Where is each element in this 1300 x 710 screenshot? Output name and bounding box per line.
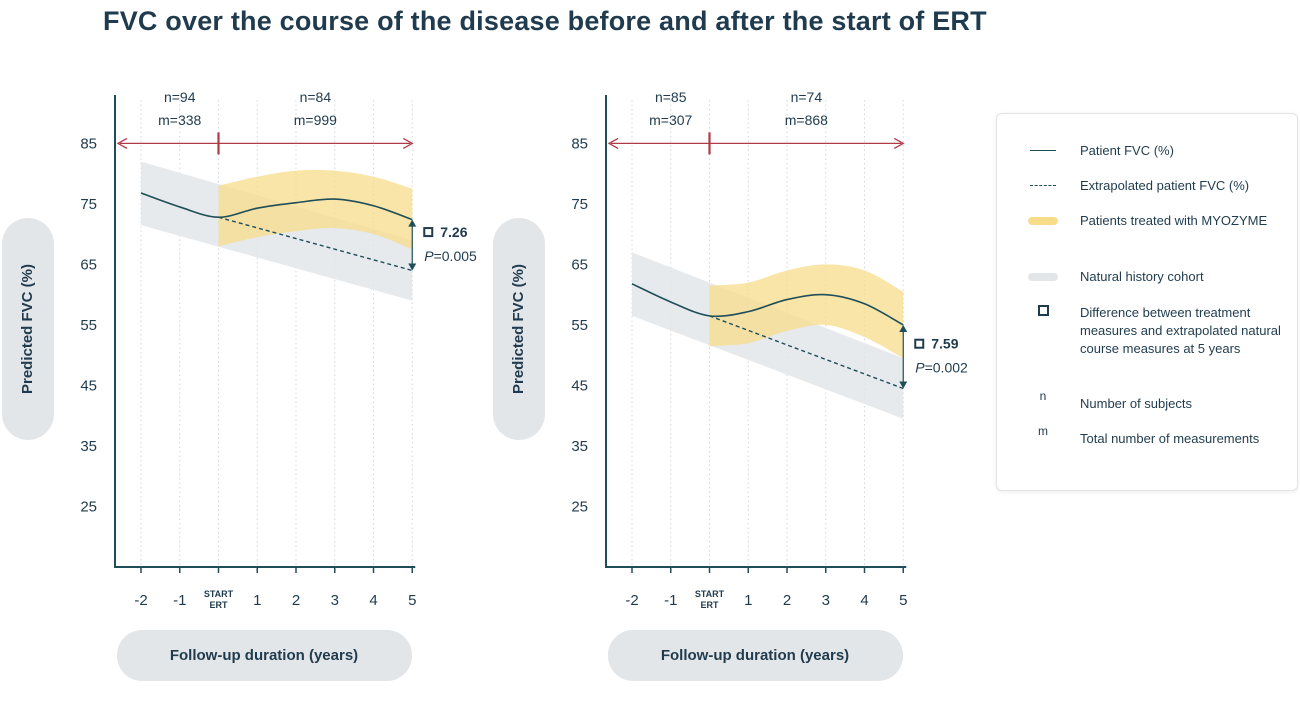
y-tick-label: 25 — [571, 498, 588, 515]
period-m-label: m=338 — [158, 112, 201, 128]
legend-label: Number of subjects — [1080, 396, 1192, 411]
gray-band-icon — [1028, 273, 1058, 281]
legend: Patient FVC (%) Extrapolated patient FVC… — [996, 113, 1298, 491]
x-tick-label: -1 — [173, 592, 186, 609]
square-icon — [1037, 305, 1049, 316]
x-tick-label: 5 — [899, 592, 907, 609]
x-tick-label: 2 — [292, 592, 300, 609]
y-tick-label: 65 — [80, 256, 97, 273]
x-tick-label: -2 — [134, 592, 147, 609]
x-tick-label: 4 — [369, 592, 377, 609]
difference-arrow-head — [899, 324, 908, 332]
difference-value: 7.59 — [931, 336, 958, 352]
y-tick-label: 85 — [571, 135, 588, 152]
patient-fvc-line — [140, 192, 413, 221]
p-value: P=0.002 — [915, 360, 968, 376]
x-tick-label: ERT — [701, 600, 720, 610]
legend-label: Extrapolated patient FVC (%) — [1080, 178, 1250, 193]
period-n-label: n=85 — [655, 89, 687, 105]
y-tick-label: 45 — [80, 377, 97, 394]
arrow-head-right — [402, 137, 414, 149]
p-label: P — [424, 248, 434, 264]
m-symbol: m — [1038, 424, 1048, 438]
dashed-line-icon — [1030, 185, 1056, 186]
period-n-label: n=74 — [791, 89, 823, 105]
y-tick-label: 65 — [571, 256, 588, 273]
y-axis-label-pill — [493, 218, 545, 440]
p-value: P=0.005 — [424, 248, 477, 264]
x-tick-label: 1 — [744, 592, 752, 609]
x-axis-label-pill — [117, 630, 412, 681]
x-tick-label: -2 — [625, 592, 638, 609]
y-tick-label: 85 — [80, 135, 97, 152]
legend-label: Patients treated with MYOZYME — [1080, 213, 1268, 228]
period-n-label: n=84 — [300, 89, 332, 105]
arrow-head-left — [116, 137, 128, 149]
x-tick-label: 2 — [783, 592, 791, 609]
x-tick-label: 5 — [408, 592, 416, 609]
legend-label: Natural history cohort — [1080, 269, 1204, 284]
patient-fvc-line — [631, 283, 904, 326]
x-tick-label: 3 — [331, 592, 339, 609]
page-title: FVC over the course of the disease befor… — [103, 6, 987, 36]
x-tick-label: 1 — [253, 592, 261, 609]
y-tick-label: 75 — [80, 196, 97, 213]
treated-band — [218, 169, 413, 250]
difference-square-icon — [914, 338, 925, 349]
legend-label: Total number of measurements — [1080, 431, 1260, 446]
p-label: P — [915, 360, 925, 376]
y-axis-label: Predicted FVC (%) — [510, 264, 527, 394]
y-axis-label: Predicted FVC (%) — [19, 264, 36, 394]
y-tick-label: 45 — [571, 377, 588, 394]
difference-arrow-head — [408, 219, 417, 227]
y-tick-label: 35 — [571, 438, 588, 455]
difference-arrow-head — [408, 263, 417, 271]
x-tick-label: START — [204, 589, 234, 599]
difference-value: 7.26 — [440, 224, 467, 240]
p-number: =0.005 — [434, 248, 477, 264]
yellow-band-icon — [1028, 217, 1058, 225]
x-axis-label: Follow-up duration (years) — [661, 647, 849, 664]
x-axis-label-pill — [608, 630, 903, 681]
arrow-head-left — [607, 137, 619, 149]
y-axis-label-pill — [2, 218, 54, 440]
period-m-label: m=999 — [294, 112, 337, 128]
treated-band — [709, 264, 904, 359]
difference-square-icon — [423, 227, 434, 238]
y-tick-label: 55 — [80, 317, 97, 334]
legend-label: Difference between treatment measures an… — [1080, 305, 1281, 356]
x-tick-label: 3 — [822, 592, 830, 609]
n-symbol: n — [1039, 389, 1047, 403]
x-tick-label: START — [695, 589, 725, 599]
x-tick-label: 4 — [860, 592, 868, 609]
period-n-label: n=94 — [164, 89, 196, 105]
period-m-label: m=307 — [649, 112, 692, 128]
period-m-label: m=868 — [785, 112, 828, 128]
solid-line-icon — [1030, 150, 1056, 151]
y-tick-label: 55 — [571, 317, 588, 334]
legend-label: Patient FVC (%) — [1080, 143, 1174, 158]
x-axis-label: Follow-up duration (years) — [170, 647, 358, 664]
y-tick-label: 35 — [80, 438, 97, 455]
extrapolated-fvc-line — [218, 216, 413, 272]
p-number: =0.002 — [925, 360, 968, 376]
arrow-head-right — [893, 137, 905, 149]
x-tick-label: -1 — [664, 592, 677, 609]
difference-arrow-head — [899, 381, 908, 389]
y-tick-label: 25 — [80, 498, 97, 515]
y-tick-label: 75 — [571, 196, 588, 213]
x-tick-label: ERT — [210, 600, 229, 610]
